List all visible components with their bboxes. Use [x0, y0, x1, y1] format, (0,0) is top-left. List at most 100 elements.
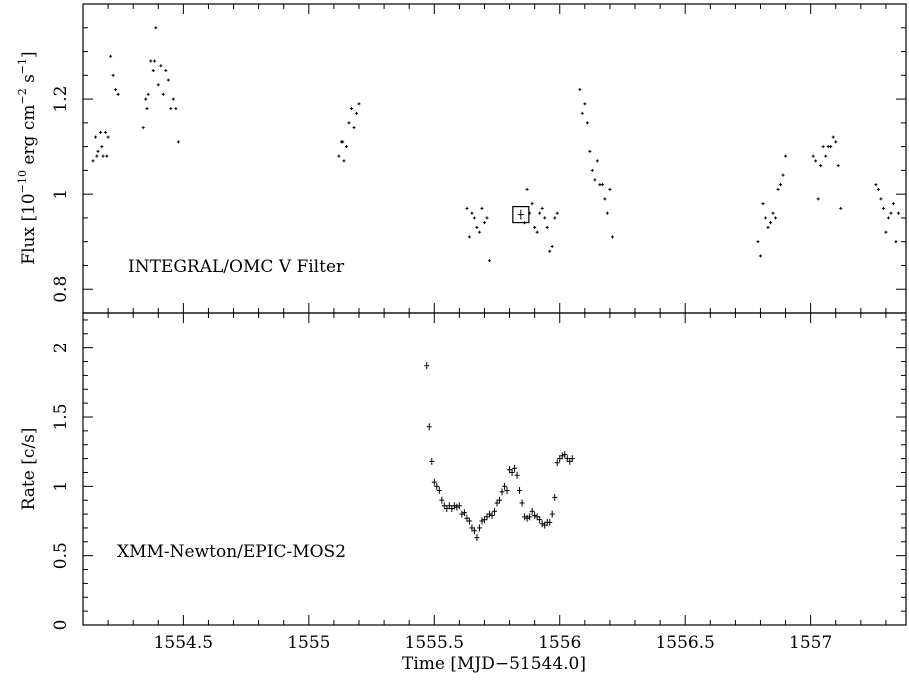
data-point [485, 216, 489, 220]
data-point [504, 487, 510, 494]
data-point [461, 509, 467, 517]
data-point [527, 513, 533, 521]
top-panel-annotation: INTEGRAL/OMC V Filter [128, 257, 345, 277]
data-point [431, 478, 437, 486]
data-point [512, 464, 518, 472]
data-point [354, 111, 358, 115]
data-point [159, 64, 163, 68]
data-point [341, 140, 345, 144]
data-point [758, 254, 762, 258]
data-point [474, 534, 480, 542]
data-point [811, 154, 815, 158]
data-point [608, 187, 612, 191]
data-point [154, 26, 158, 30]
data-point [605, 211, 609, 215]
y-tick-label: 0.8 [51, 276, 71, 303]
data-point [476, 524, 482, 532]
data-point [779, 183, 783, 187]
data-point [459, 510, 465, 518]
data-point [149, 59, 153, 63]
y-tick-label: 1.2 [51, 86, 71, 113]
data-point [466, 517, 472, 525]
data-point [876, 187, 880, 191]
data-point [889, 211, 893, 215]
data-point [444, 505, 450, 512]
data-point [357, 102, 361, 106]
data-point [94, 135, 98, 139]
data-point [610, 235, 614, 239]
data-point [441, 502, 447, 510]
highlight-point [517, 209, 524, 220]
data-point [469, 524, 475, 532]
x-tick-label: 1556.5 [655, 633, 714, 653]
data-point [538, 211, 542, 215]
data-point [153, 59, 157, 63]
data-point [519, 499, 525, 507]
data-point [436, 487, 442, 494]
data-point [480, 206, 484, 210]
data-point [553, 216, 557, 220]
data-point [484, 513, 490, 521]
data-point [475, 225, 479, 229]
data-point [874, 183, 878, 187]
data-point [549, 510, 555, 518]
data-point [771, 211, 775, 215]
data-point [95, 154, 99, 158]
data-point [482, 221, 486, 225]
data-point [557, 455, 563, 463]
data-point [426, 423, 432, 431]
data-point [164, 69, 168, 73]
data-point [454, 503, 460, 511]
data-point [464, 514, 470, 522]
data-point [590, 168, 594, 172]
data-point [169, 107, 173, 111]
data-point [499, 488, 505, 496]
data-point [884, 230, 888, 234]
data-point [105, 154, 109, 158]
data-point [101, 154, 105, 158]
data-point [539, 520, 545, 528]
bottom-y-axis-title: Rate [c/s] [19, 428, 39, 511]
bottom-panel-ticks: 0 0.5 1 1.5 2 1554.5 1555 1555.5 1556 1556.5 1557 [51, 313, 906, 653]
top-panel-ticks: 0.8 1 1.2 [51, 3, 906, 314]
data-point [829, 145, 833, 149]
data-point [564, 455, 570, 463]
data-point [145, 107, 149, 111]
top-y-axis-title: Flux [10−10 erg cm−2 s−1] [16, 51, 39, 264]
data-point [100, 145, 104, 149]
data-point [522, 513, 528, 521]
bottom-panel-marks [424, 362, 575, 542]
data-point [881, 206, 885, 210]
data-point [547, 518, 553, 526]
data-point [769, 221, 773, 225]
data-point [146, 92, 150, 96]
data-point [429, 457, 435, 465]
data-point [555, 211, 559, 215]
data-point [446, 502, 452, 510]
data-point [472, 216, 476, 220]
data-point [529, 507, 535, 515]
data-point [349, 107, 353, 111]
data-point [534, 513, 540, 521]
data-point [144, 97, 148, 101]
data-point [567, 457, 573, 465]
data-point [562, 450, 568, 458]
data-point [99, 130, 103, 134]
data-point [517, 487, 523, 494]
data-point [819, 164, 823, 168]
data-point [896, 211, 900, 215]
data-point [174, 107, 178, 111]
data-point [569, 455, 575, 463]
data-point [471, 527, 477, 535]
data-point [532, 511, 538, 519]
data-point [766, 225, 770, 229]
data-point [834, 140, 838, 144]
data-point [583, 102, 587, 106]
data-point [470, 211, 474, 215]
data-point [109, 54, 113, 58]
data-point [481, 516, 487, 524]
data-point [104, 130, 108, 134]
data-point [156, 83, 160, 87]
data-point [593, 178, 597, 182]
x-axis-title: Time [MJD−51544.0] [402, 654, 586, 674]
